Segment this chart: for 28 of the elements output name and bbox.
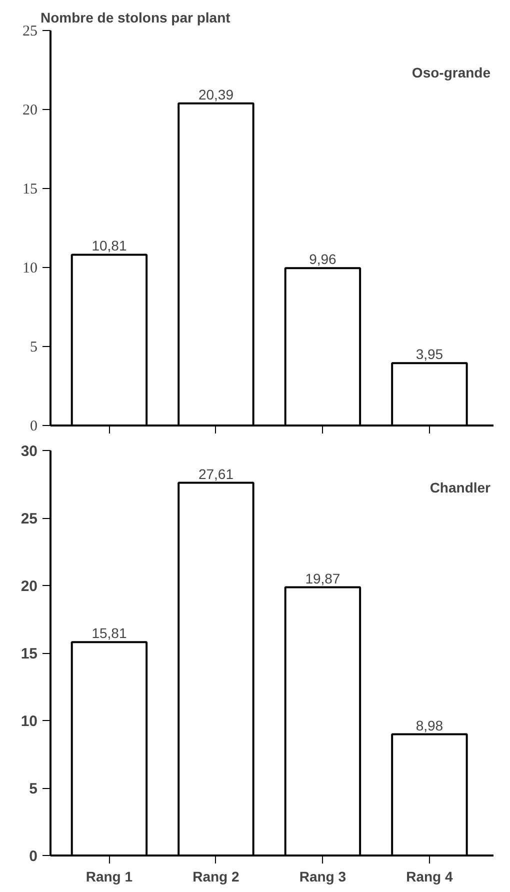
y-tick-label: 25 <box>20 510 38 528</box>
x-tick-label: Rang 4 <box>406 868 454 884</box>
data-label: 8,98 <box>416 717 444 734</box>
y-tick-label: 30 <box>20 443 38 460</box>
y-tick-label: 15 <box>20 646 38 662</box>
data-label: 15,81 <box>92 625 127 642</box>
x-tick-label: Rang 1 <box>86 868 133 884</box>
y-tick-label: 20 <box>20 578 38 595</box>
data-label: 20,39 <box>198 86 234 102</box>
y-tick-label: 0 <box>29 848 38 865</box>
annotation: Oso-grande <box>412 64 491 80</box>
data-label: 3,95 <box>416 346 444 362</box>
y-tick-label: 5 <box>29 780 38 798</box>
x-tick-label: Rang 2 <box>192 868 240 884</box>
y-tick-label: 25 <box>22 24 38 40</box>
data-label: 9,96 <box>309 251 337 268</box>
y-tick-label: 15 <box>22 182 38 198</box>
y-tick-label: 5 <box>30 340 38 356</box>
y-tick-label: 10 <box>22 260 38 276</box>
y-tick-label: 10 <box>20 713 38 730</box>
annotation: Chandler <box>430 480 492 496</box>
x-tick-label: Rang 3 <box>299 868 346 884</box>
data-label: 10,81 <box>92 238 127 254</box>
chart-title: Nombre de stolons par plant <box>40 10 231 26</box>
y-tick-label: 20 <box>22 102 38 118</box>
y-tick-label: 0 <box>30 418 38 434</box>
data-label: 27,61 <box>198 466 234 482</box>
data-label: 19,87 <box>305 570 340 586</box>
